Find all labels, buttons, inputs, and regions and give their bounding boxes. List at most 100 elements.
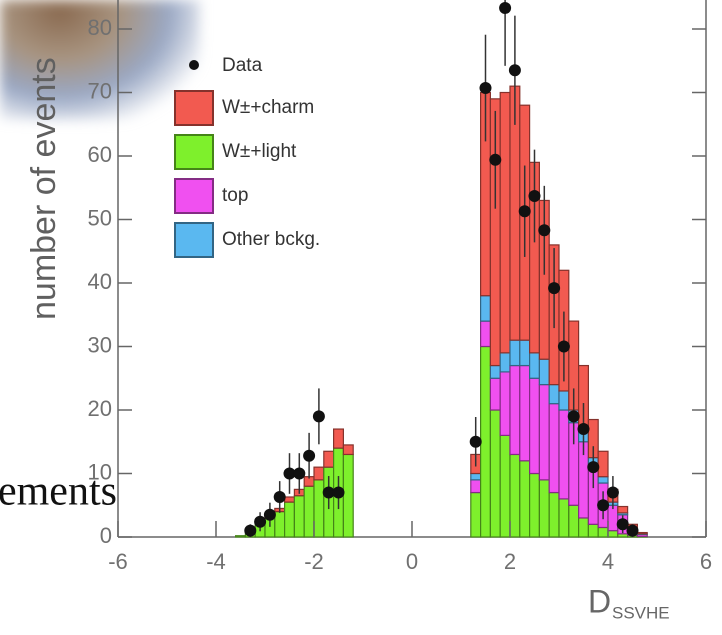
histogram-bar: [577, 517, 589, 538]
histogram-bar: [617, 505, 629, 514]
histogram-bar: [499, 91, 511, 354]
histogram-bar: [587, 523, 599, 538]
data-point: [567, 410, 580, 423]
histogram-bar: [538, 479, 550, 538]
histogram-bar: [509, 339, 521, 367]
histogram-bar: [597, 450, 609, 478]
data-point: [508, 64, 521, 77]
histogram-bar: [342, 453, 354, 538]
histogram-bar: [558, 409, 570, 500]
histogram-bar: [303, 485, 315, 538]
histogram-bar: [597, 526, 609, 538]
x-tick-label: -2: [304, 549, 324, 574]
x-axis-label: D: [588, 583, 611, 619]
histogram-bar: [470, 472, 482, 481]
histogram-bar: [528, 352, 540, 379]
histogram-bar: [284, 501, 296, 538]
data-point: [312, 410, 325, 423]
data-point: [616, 518, 629, 531]
histogram-bar: [519, 339, 531, 367]
legend-swatch: [174, 222, 214, 258]
x-tick-label: -4: [206, 549, 226, 574]
histogram-bar: [323, 450, 335, 468]
legend-swatch: [174, 90, 214, 126]
histogram-bar: [235, 535, 247, 538]
x-tick-label: -6: [108, 549, 128, 574]
legend-label: Other bckg.: [222, 229, 320, 250]
x-tick-label: 4: [602, 549, 614, 574]
data-point: [283, 467, 296, 480]
background-photo: [0, 0, 200, 120]
data-point: [244, 524, 257, 537]
histogram-bar: [284, 496, 296, 503]
x-tick-label: 0: [406, 549, 418, 574]
x-axis-label-subscript: SSVHE: [612, 603, 670, 622]
data-point: [322, 486, 335, 499]
histogram-bar: [528, 377, 540, 475]
legend-swatch: [174, 134, 214, 170]
legend-marker: [189, 60, 199, 70]
y-tick-label: 70: [88, 78, 112, 103]
histogram-bar: [470, 479, 482, 494]
histogram-bar: [519, 460, 531, 538]
y-tick-label: 50: [88, 205, 112, 230]
histogram-bar: [489, 364, 501, 379]
histogram-bar: [333, 428, 345, 449]
histogram-bar: [342, 444, 354, 456]
data-point: [518, 205, 531, 218]
legend-label: Data: [222, 55, 263, 76]
histogram-bar: [480, 320, 492, 348]
histogram-bar: [499, 434, 511, 538]
histogram-bar: [480, 295, 492, 322]
data-point: [528, 190, 541, 203]
histogram-bar: [470, 491, 482, 538]
histogram-bar: [480, 345, 492, 538]
histogram-bar: [274, 511, 286, 538]
x-tick-label: 2: [504, 549, 516, 574]
histogram-bar: [293, 495, 305, 538]
data-point: [479, 82, 492, 95]
histogram-bar: [509, 364, 521, 456]
histogram-bar: [548, 403, 560, 494]
y-tick-label: 0: [100, 523, 112, 548]
data-point: [626, 524, 639, 537]
y-tick-label: 20: [88, 396, 112, 421]
data-point: [263, 508, 276, 521]
data-point: [557, 340, 570, 353]
data-point: [538, 224, 551, 237]
histogram-bar: [558, 390, 570, 411]
histogram-bar: [636, 531, 648, 535]
data-point: [293, 467, 306, 480]
data-point: [577, 423, 590, 436]
legend-label: W±+light: [222, 141, 297, 162]
data-point: [273, 490, 286, 503]
legend-label: top: [222, 185, 248, 206]
histogram-bar: [519, 364, 531, 462]
y-tick-label: 40: [88, 269, 112, 294]
histogram-bar: [489, 377, 501, 411]
histogram-bar: [499, 352, 511, 373]
data-point: [606, 486, 619, 499]
overlay-text: ements: [0, 469, 117, 515]
histogram-bar: [538, 384, 550, 481]
histogram-bar: [313, 479, 325, 538]
data-point: [597, 499, 610, 512]
data-point: [332, 486, 345, 499]
histogram-bar: [313, 466, 325, 481]
histogram-bar: [558, 498, 570, 538]
y-tick-label: 80: [88, 15, 112, 40]
data-point: [548, 282, 561, 295]
data-point: [303, 449, 316, 462]
y-axis-label: number of events: [25, 57, 63, 320]
histogram-bar: [548, 384, 560, 405]
data-point: [489, 153, 502, 166]
histogram-bar: [499, 371, 511, 436]
data-point: [469, 435, 482, 448]
y-tick-label: 10: [88, 459, 112, 484]
data-point: [254, 515, 267, 528]
data-point: [499, 2, 512, 15]
data-point: [587, 461, 600, 474]
histogram-bar: [568, 504, 580, 538]
